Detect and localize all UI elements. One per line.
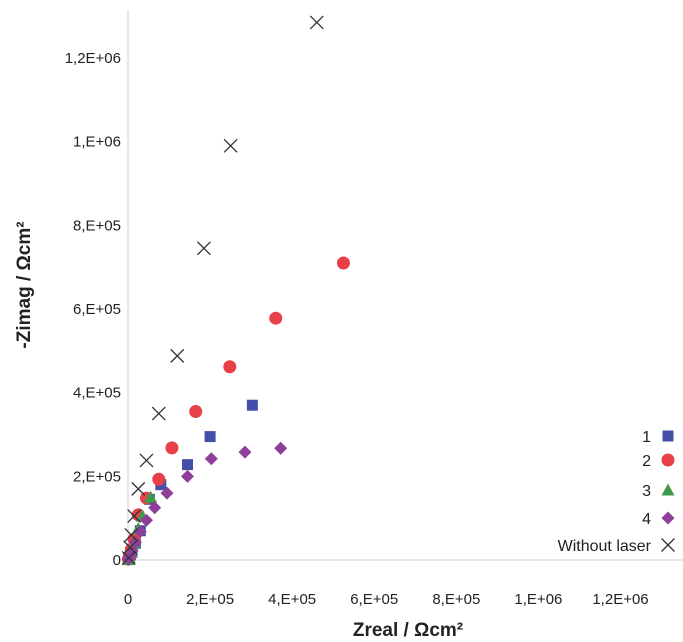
legend-label: 1 [642,429,651,446]
data-point [309,15,324,30]
data-point [170,348,185,363]
data-point [165,441,179,455]
data-point [139,453,154,468]
data-point [148,501,162,515]
data-point [204,452,218,466]
legend-label: 3 [642,483,651,500]
y-axis-title: -Zimag / Ωcm² [14,221,35,348]
legend-label: Without laser [558,538,652,555]
y-tick-label: 1,E+06 [73,134,121,151]
data-point [123,540,138,555]
data-point [151,406,166,421]
y-tick-label: 2,E+05 [73,468,121,485]
legend-marker [661,483,675,496]
x-axis-title: Zreal / Ωcm² [353,620,463,641]
data-point [238,445,252,459]
x-tick-label: 0 [124,591,132,608]
data-point [139,513,153,527]
legend-marker [662,430,674,442]
data-point [223,138,238,153]
plot-area: 0 2,E+05 4,E+05 6,E+05 8,E+05 1,E+06 1,2E+06 0… [65,10,683,608]
x-tick-labels: 0 2,E+05 4,E+05 6,E+05 8,E+05 1,E+06 1,2E+06 [124,591,649,608]
y-tick-labels: 0 2,E+05 4,E+05 6,E+05 8,E+05 1,E+06 1,2E+06 [65,50,121,569]
data-point [152,472,166,486]
y-tick-label: 8,E+05 [73,217,121,234]
x-tick-label: 6,E+05 [350,591,398,608]
data-point [124,527,139,542]
data-point [131,481,146,496]
legend-label: 4 [642,511,651,528]
data-point [181,469,195,483]
data-point [144,490,158,503]
data-point [336,256,350,270]
legend-label: 2 [642,453,651,470]
y-tick-label: 0 [113,552,121,569]
legend-marker [661,511,675,525]
data-point [196,241,211,256]
data-points [121,15,350,566]
series-5-points [121,15,324,565]
data-point [246,399,258,411]
y-tick-label: 4,E+05 [73,385,121,402]
data-point [127,509,142,524]
x-tick-label: 8,E+05 [432,591,480,608]
x-tick-label: 1,E+06 [514,591,562,608]
data-point [269,311,283,325]
series-1-points [122,399,258,565]
data-point [189,404,203,418]
legend-marker [661,538,675,552]
data-point [204,431,216,443]
data-point [182,459,194,471]
data-point [223,360,237,374]
x-tick-label: 1,2E+06 [592,591,648,608]
data-point [160,486,174,500]
legend-marker [661,453,675,467]
legend: 1 2 3 4 Without laser [558,429,675,555]
y-tick-label: 1,2E+06 [65,50,121,67]
x-tick-label: 2,E+05 [186,591,234,608]
y-tick-label: 6,E+05 [73,301,121,318]
x-tick-label: 4,E+05 [268,591,316,608]
data-point [274,441,288,455]
